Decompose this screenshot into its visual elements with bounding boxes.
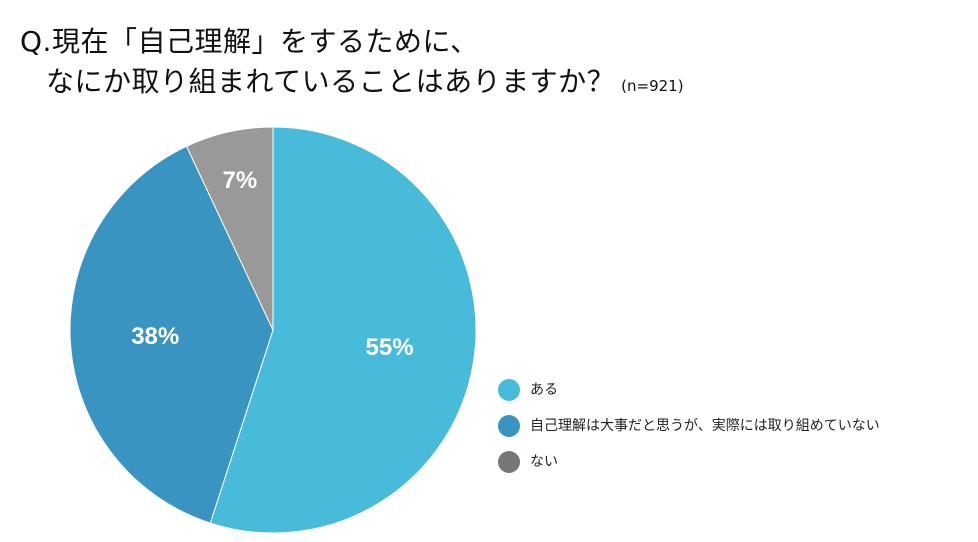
title-question: なにか取り組まれていることはありますか？ <box>46 65 616 98</box>
pie-slice-aru <box>209 126 477 534</box>
chart-legend: ある 自己理解は大事だと思うが、実際には取り組めていない ない <box>498 372 973 480</box>
legend-item-not-doing: 自己理解は大事だと思うが、実際には取り組めていない <box>498 408 973 444</box>
pie-labels: 55% 38% 7% <box>131 167 413 361</box>
pie-label-aru: 55% <box>366 334 414 361</box>
legend-item-aru: ある <box>498 372 973 408</box>
chart-title: Q.現在「自己理解」をするために、 なにか取り組まれていることはありますか？ (n… <box>20 22 960 106</box>
legend-swatch <box>498 451 520 473</box>
pie-label-not-doing: 38% <box>131 323 179 350</box>
legend-swatch <box>498 415 520 437</box>
legend-item-nai: ない <box>498 444 973 480</box>
title-line-2: なにか取り組まれていることはありますか？ (n=921) <box>20 62 960 106</box>
pie-slice-nai <box>185 126 274 331</box>
legend-swatch <box>498 379 520 401</box>
pie-slice-not-doing <box>69 145 274 524</box>
legend-label: 自己理解は大事だと思うが、実際には取り組めていない <box>530 418 880 434</box>
sample-size-note: (n=921) <box>621 77 684 95</box>
legend-label: ある <box>530 382 558 398</box>
title-line-1: Q.現在「自己理解」をするために、 <box>20 25 479 58</box>
pie-slices <box>69 126 477 534</box>
pie-label-nai: 7% <box>222 167 257 194</box>
legend-label: ない <box>530 454 558 470</box>
